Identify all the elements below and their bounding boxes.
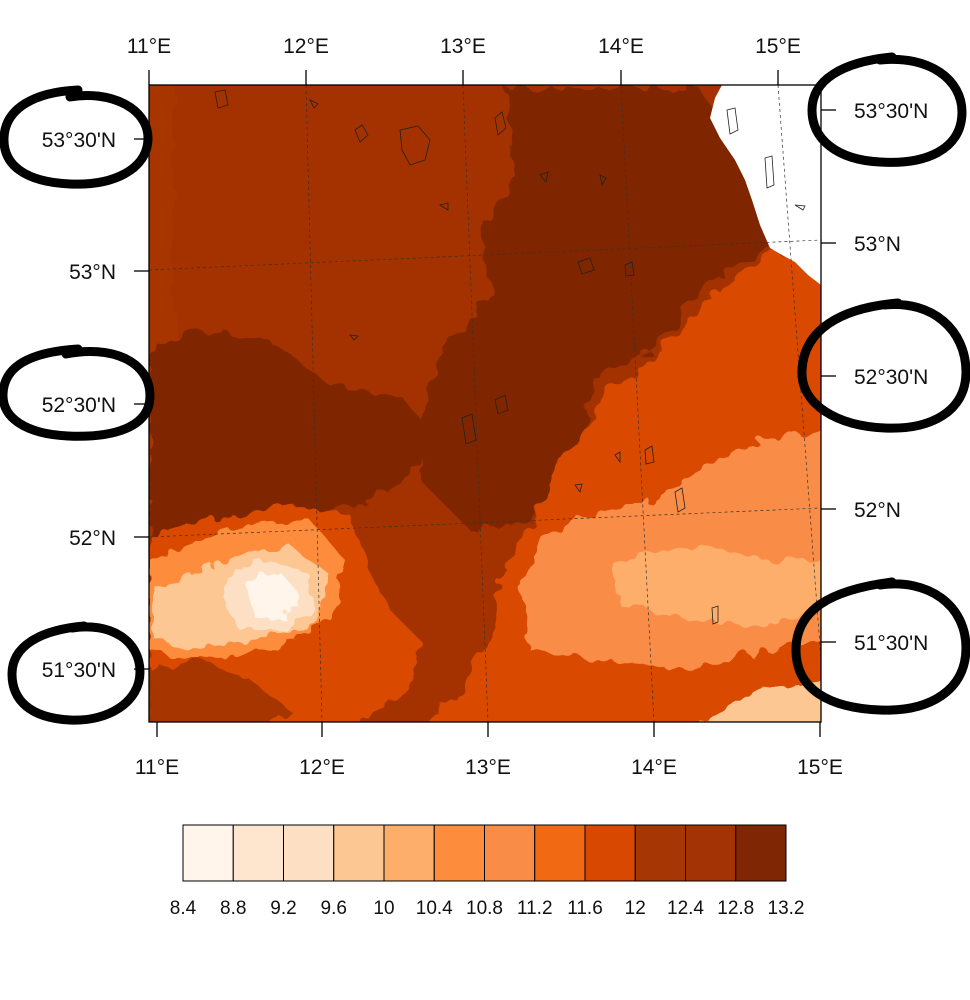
colorbar-swatch [383, 824, 435, 882]
left-lat-label: 53°30'N [42, 129, 116, 152]
colorbar-swatch [534, 824, 586, 882]
annotation-circles [0, 52, 970, 725]
colorbar-swatch [333, 824, 385, 882]
colorbar-swatch [433, 824, 485, 882]
left-lat-label: 52°N [69, 527, 116, 550]
bottom-lon-labels: 11°E 12°E 13°E 14°E 15°E [135, 756, 843, 779]
right-lat-label: 51°30'N [854, 632, 928, 655]
colorbar-swatch [484, 824, 536, 882]
colorbar-tick-label: 10 [373, 898, 394, 919]
colorbar-tick-label: 8.4 [170, 898, 197, 919]
field-dark-north [420, 88, 770, 530]
right-lat-labels: 53°30'N 53°N 52°30'N 52°N 51°30'N [854, 100, 928, 655]
map-field [149, 85, 821, 722]
colorbar-swatch [735, 824, 787, 882]
colorbar-tick-label: 10.4 [416, 898, 453, 919]
annotation-circle [0, 344, 155, 441]
top-lon-label: 11°E [127, 35, 171, 58]
field-sw-dark [150, 660, 290, 722]
left-lat-labels: 53°30'N 53°N 52°30'N 52°N 51°30'N [42, 129, 116, 682]
colorbar [182, 824, 787, 882]
annotation-circle [791, 577, 970, 715]
left-lat-label: 52°30'N [42, 394, 116, 417]
left-lat-label: 51°30'N [42, 659, 116, 682]
colorbar-tick-label: 10.8 [466, 898, 503, 919]
right-lat-label: 53°30'N [854, 100, 928, 123]
field-dark-west [150, 330, 430, 540]
bottom-lon-label: 12°E [299, 756, 345, 779]
colorbar-swatch [232, 824, 284, 882]
top-lon-label: 13°E [440, 35, 486, 58]
colorbar-tick-label: 8.8 [220, 898, 246, 919]
annotation-circle [807, 52, 967, 167]
colorbar-swatch [584, 824, 636, 882]
colorbar-tick-label: 12 [625, 898, 646, 919]
colorbar-swatch [685, 824, 737, 882]
colorbar-swatch [634, 824, 686, 882]
right-lat-label: 52°N [854, 499, 901, 522]
colorbar-tick-label: 12.4 [667, 898, 704, 919]
bottom-lon-label: 13°E [465, 756, 511, 779]
top-lon-label: 14°E [598, 35, 644, 58]
top-lon-label: 12°E [283, 35, 329, 58]
annotation-circle [797, 298, 970, 433]
top-lon-labels: 11°E 12°E 13°E 14°E 15°E [127, 35, 801, 58]
bottom-lon-label: 15°E [797, 756, 843, 779]
colorbar-tick-label: 11.2 [517, 898, 553, 919]
right-lat-label: 52°30'N [854, 366, 928, 389]
tick-marks [134, 70, 836, 737]
field-no-data [710, 85, 821, 285]
colorbar-tick-label: 13.2 [768, 898, 805, 919]
lake-outlines [214, 89, 806, 625]
annotation-circle [7, 621, 145, 725]
left-lat-label: 53°N [69, 261, 116, 284]
colorbar-swatch [283, 824, 335, 882]
colorbar-labels: 8.4 8.8 9.2 9.6 10 10.4 10.8 11.2 11.6 12 12.4 12.8… [170, 898, 805, 919]
colorbar-tick-label: 9.6 [321, 898, 347, 919]
field-se-corner [700, 681, 821, 722]
top-lon-label: 15°E [755, 35, 801, 58]
field-southeast-lighter [610, 545, 821, 625]
colorbar-tick-label: 9.2 [270, 898, 296, 919]
right-lat-label: 53°N [854, 233, 901, 256]
field-warm-center [245, 572, 300, 618]
colorbar-swatch [182, 824, 234, 882]
bottom-lon-label: 11°E [135, 756, 179, 779]
annotation-circle [0, 85, 153, 189]
colorbar-tick-label: 12.8 [717, 898, 754, 919]
colorbar-tick-label: 11.6 [567, 898, 603, 919]
bottom-lon-label: 14°E [631, 756, 677, 779]
